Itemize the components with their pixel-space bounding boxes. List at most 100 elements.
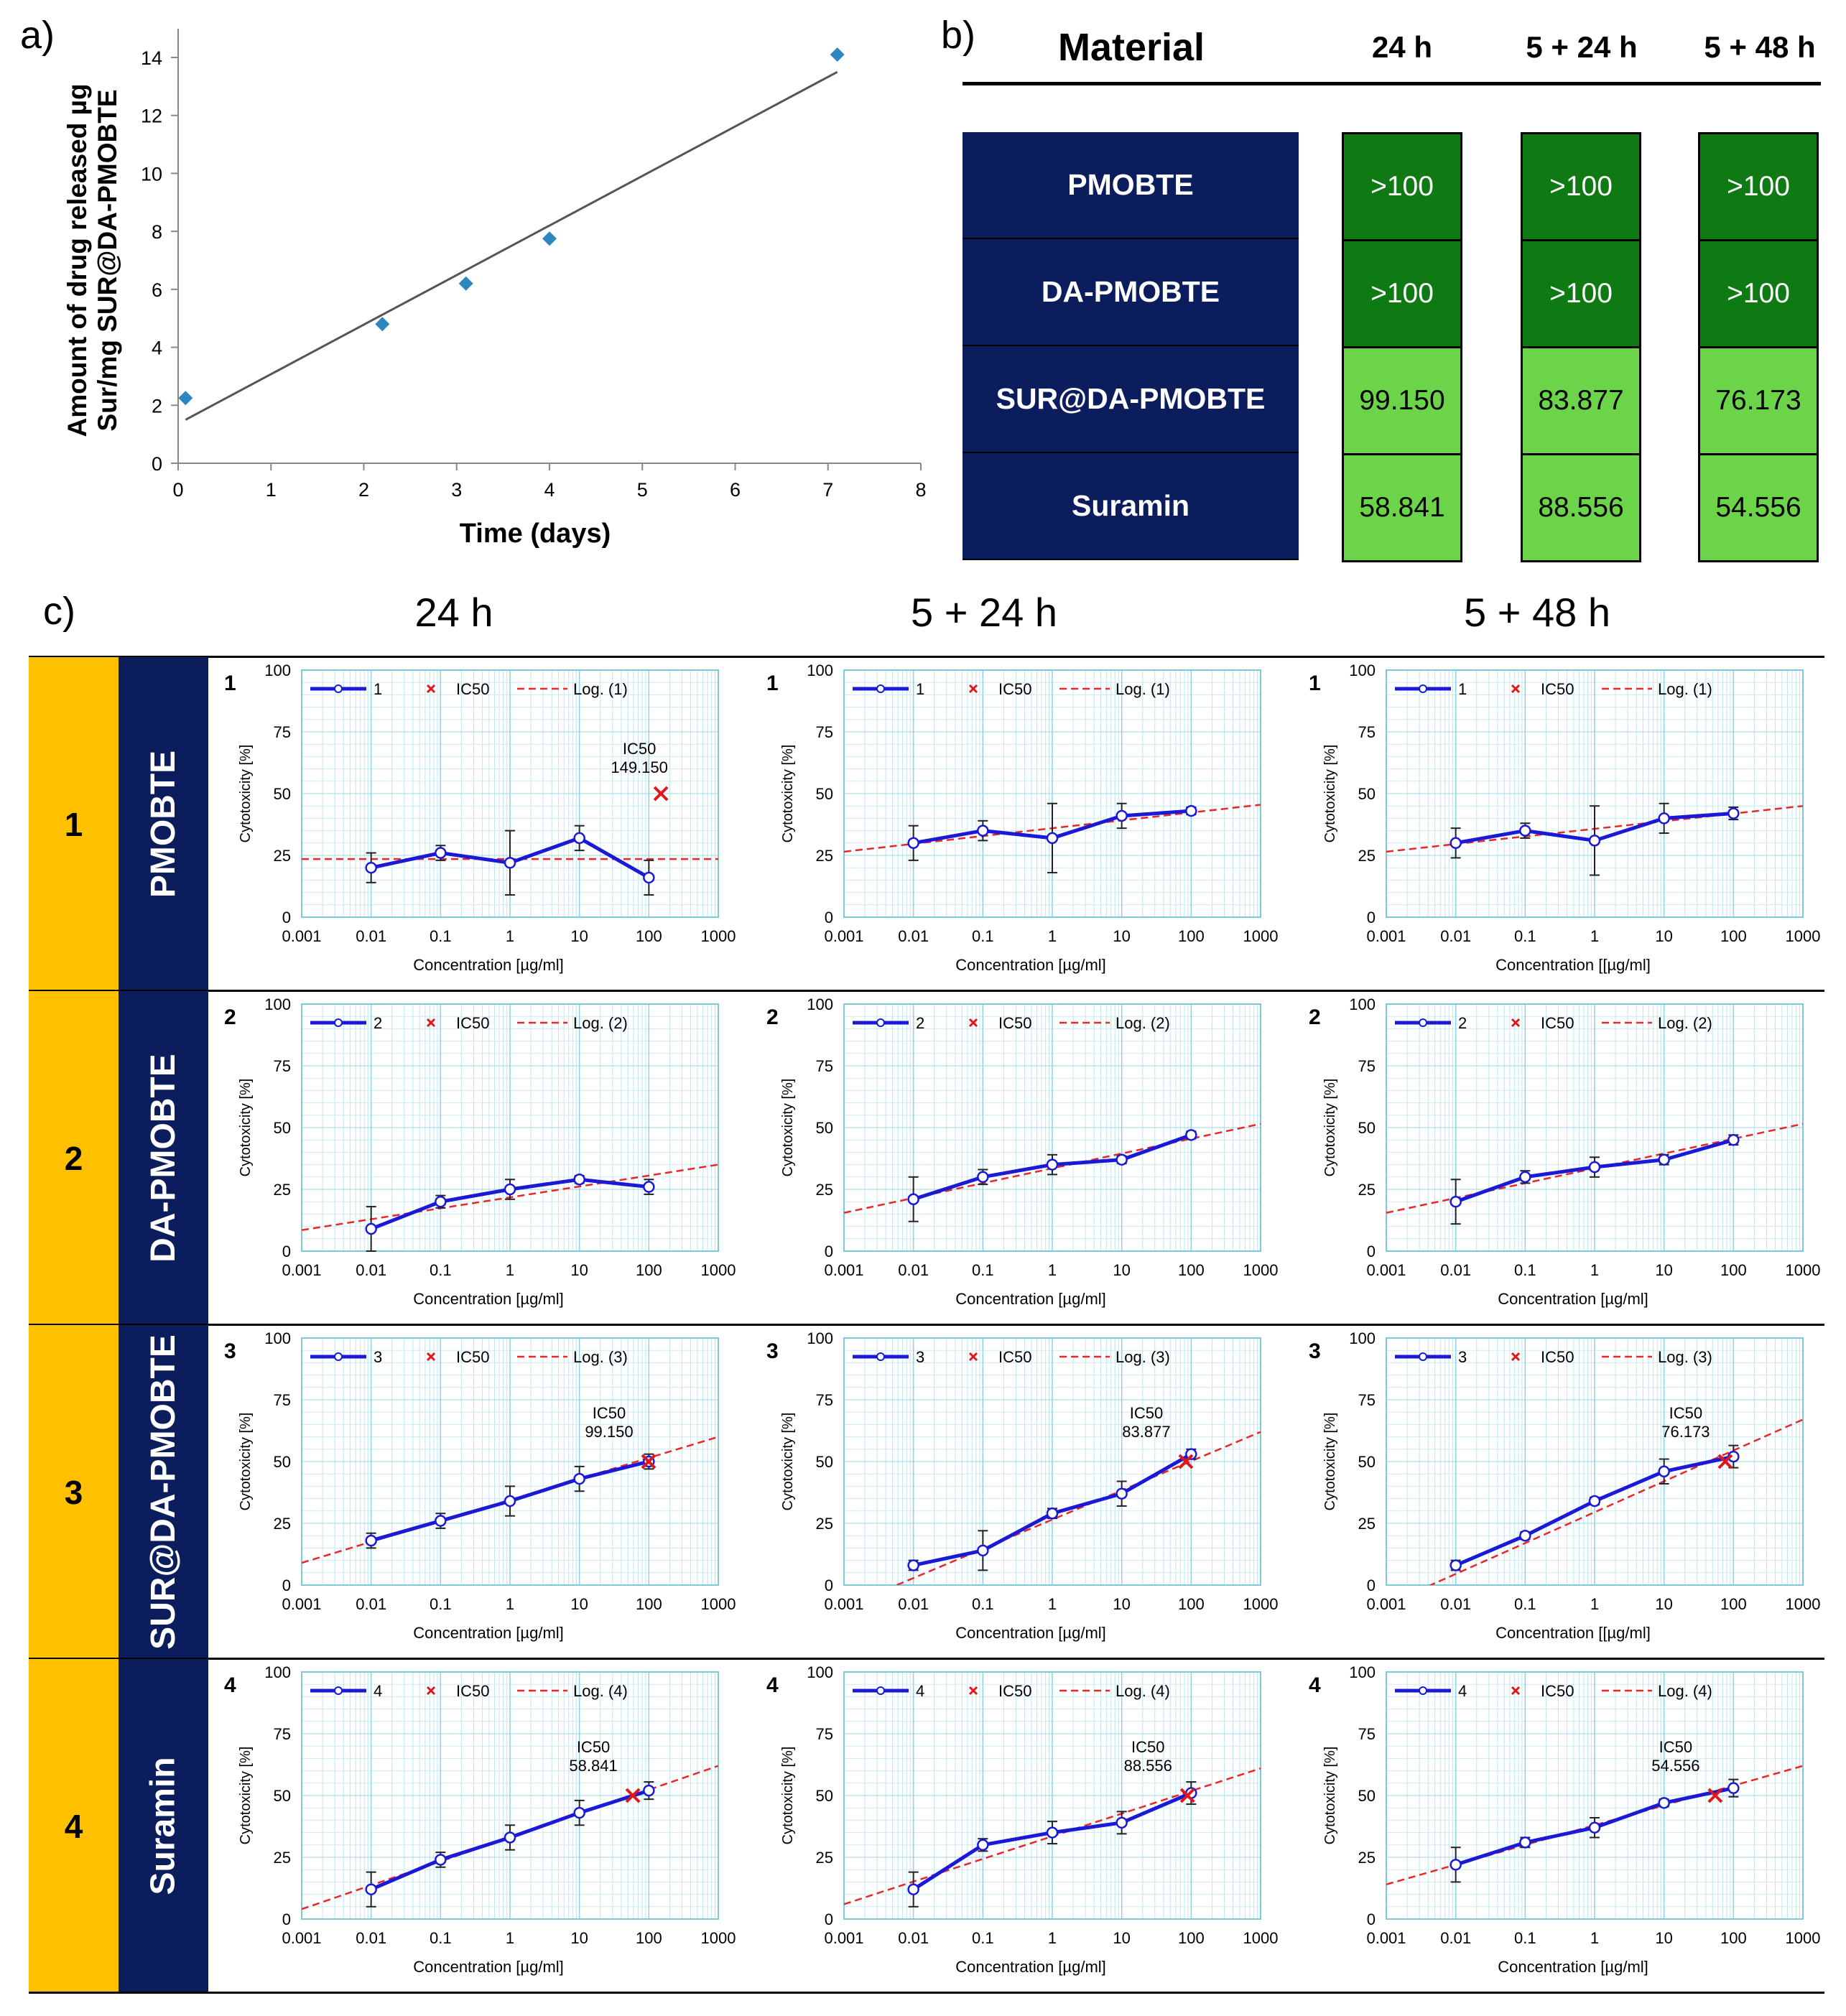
y-tick-label: 75 bbox=[274, 1057, 291, 1075]
y-tick-label: 25 bbox=[274, 847, 291, 865]
y-tick-label: 14 bbox=[141, 47, 162, 69]
x-axis-title: Concentration [µg/ml] bbox=[1498, 1958, 1648, 1976]
x-axis-title: Concentration [µg/ml] bbox=[413, 956, 564, 974]
x-tick-label: 1000 bbox=[1786, 927, 1821, 945]
x-tick-label: 7 bbox=[822, 479, 833, 501]
data-point bbox=[1116, 1816, 1128, 1829]
plot-frame bbox=[301, 1337, 719, 1586]
x-tick-label: 1 bbox=[1048, 1929, 1057, 1947]
x-tick-label: 1000 bbox=[1243, 1261, 1279, 1279]
legend-series-label: 3 bbox=[916, 1348, 924, 1366]
y-tick-label: 0 bbox=[282, 1576, 291, 1594]
x-tick-label: 10 bbox=[1113, 1929, 1130, 1947]
ic50-annotation-title: IC50 bbox=[623, 740, 656, 758]
legend-series-label: 2 bbox=[916, 1014, 924, 1032]
x-axis-title: Concentration [µg/ml] bbox=[955, 1958, 1106, 1976]
x-tick-label: 100 bbox=[1178, 1261, 1205, 1279]
ic50-marker bbox=[1179, 1788, 1195, 1803]
table-header-1: 24 h bbox=[1371, 30, 1433, 64]
x-tick-label: 10 bbox=[570, 1261, 588, 1279]
row-number: 3 bbox=[29, 1325, 119, 1659]
y-tick-label: 0 bbox=[825, 1576, 833, 1594]
ic50-value-cell: >100 bbox=[1698, 239, 1819, 348]
row-rule bbox=[29, 1658, 1824, 1660]
cytotoxicity-chart: 2 IC50 Log. (2) 2 0 25 50 75 100 0.001 0.01 0.1 1 10 1… bbox=[224, 995, 736, 1308]
y-tick-label: 50 bbox=[1358, 785, 1376, 803]
y-tick-label: 50 bbox=[816, 1787, 833, 1805]
plot-frame bbox=[843, 1671, 1261, 1920]
plot-frame bbox=[1386, 1337, 1804, 1586]
x-tick-label: 1000 bbox=[1243, 1595, 1279, 1613]
x-tick-label: 1 bbox=[1590, 1929, 1599, 1947]
y-tick-label: 25 bbox=[816, 847, 833, 865]
material-cell: Suramin bbox=[963, 453, 1299, 560]
data-point bbox=[375, 317, 390, 332]
chart-number: 1 bbox=[224, 672, 236, 695]
row-number: 4 bbox=[29, 1659, 119, 1993]
data-point bbox=[573, 1806, 585, 1819]
log-fit-line bbox=[894, 1431, 1261, 1585]
table-header-2: 5 + 24 h bbox=[1526, 30, 1638, 64]
x-tick-label: 1 bbox=[506, 1595, 514, 1613]
x-tick-label: 0.01 bbox=[1440, 927, 1471, 945]
ic50-annotation-value: 83.877 bbox=[1122, 1423, 1170, 1441]
x-tick-label: 10 bbox=[1655, 1261, 1672, 1279]
data-point bbox=[1450, 837, 1462, 850]
table-header-rule bbox=[963, 82, 1821, 85]
y-tick-label: 50 bbox=[274, 1119, 291, 1137]
x-tick-label: 0.001 bbox=[824, 1595, 863, 1613]
grid-top-rule bbox=[29, 656, 1824, 658]
x-tick-label: 0.1 bbox=[430, 1595, 452, 1613]
y-axis-title: Cytotoxicity [%] bbox=[1322, 1413, 1338, 1511]
x-tick-label: 1 bbox=[506, 1261, 514, 1279]
y-tick-label: 75 bbox=[1358, 723, 1376, 741]
data-point bbox=[1588, 835, 1601, 847]
ic50-annotation-title: IC50 bbox=[593, 1404, 626, 1422]
x-tick-label: 100 bbox=[1178, 1929, 1205, 1947]
chart-number: 3 bbox=[766, 1339, 779, 1363]
ic50-value-cell: 83.877 bbox=[1521, 346, 1641, 455]
x-tick-label: 0.001 bbox=[1366, 1595, 1406, 1613]
data-point bbox=[977, 1171, 989, 1184]
x-tick-label: 0.001 bbox=[282, 1595, 321, 1613]
x-tick-label: 8 bbox=[915, 479, 926, 501]
plot-frame bbox=[843, 1337, 1261, 1586]
y-tick-label: 25 bbox=[274, 1849, 291, 1867]
x-tick-label: 0.1 bbox=[430, 927, 452, 945]
y-axis-title: Cytotoxicity [%] bbox=[238, 1747, 254, 1845]
x-axis-title: Concentration [µg/ml] bbox=[955, 1290, 1106, 1308]
chart-number: 4 bbox=[766, 1673, 779, 1697]
panel-label-a: a) bbox=[20, 14, 55, 57]
y-tick-label: 0 bbox=[1367, 1242, 1376, 1260]
y-tick-label: 2 bbox=[152, 395, 162, 417]
x-tick-label: 1 bbox=[1590, 1261, 1599, 1279]
x-tick-label: 10 bbox=[570, 1929, 588, 1947]
x-axis-title: Concentration [[µg/ml] bbox=[1495, 956, 1651, 974]
legend-ic50-label: IC50 bbox=[998, 1014, 1031, 1032]
y-axis-title-line1: Amount of drug released µg bbox=[62, 83, 92, 437]
x-tick-label: 100 bbox=[636, 1929, 662, 1947]
ic50-value-cell: 99.150 bbox=[1342, 346, 1462, 455]
x-tick-label: 0.01 bbox=[1440, 1595, 1471, 1613]
x-axis-title: Concentration [µg/ml] bbox=[955, 1624, 1106, 1642]
x-tick-label: 0.01 bbox=[898, 927, 929, 945]
data-point bbox=[178, 391, 193, 406]
x-tick-label: 100 bbox=[1720, 1929, 1747, 1947]
x-tick-label: 0.001 bbox=[1366, 1261, 1406, 1279]
data-point bbox=[1450, 1559, 1462, 1571]
ic50-value-cell: 76.173 bbox=[1698, 346, 1819, 455]
data-point bbox=[907, 1193, 919, 1206]
row-number: 1 bbox=[29, 657, 119, 991]
plot-frame bbox=[1386, 1003, 1804, 1252]
x-tick-label: 0 bbox=[172, 479, 183, 501]
x-axis-title: Concentration [µg/ml] bbox=[955, 956, 1106, 974]
x-tick-label: 1000 bbox=[701, 927, 736, 945]
y-tick-label: 75 bbox=[816, 1725, 833, 1743]
row-name: SUR@DA-PMOBTE bbox=[119, 1325, 208, 1659]
legend-ic50-label: IC50 bbox=[456, 680, 489, 698]
x-axis-title: Concentration [µg/ml] bbox=[413, 1958, 564, 1976]
y-tick-label: 75 bbox=[274, 723, 291, 741]
